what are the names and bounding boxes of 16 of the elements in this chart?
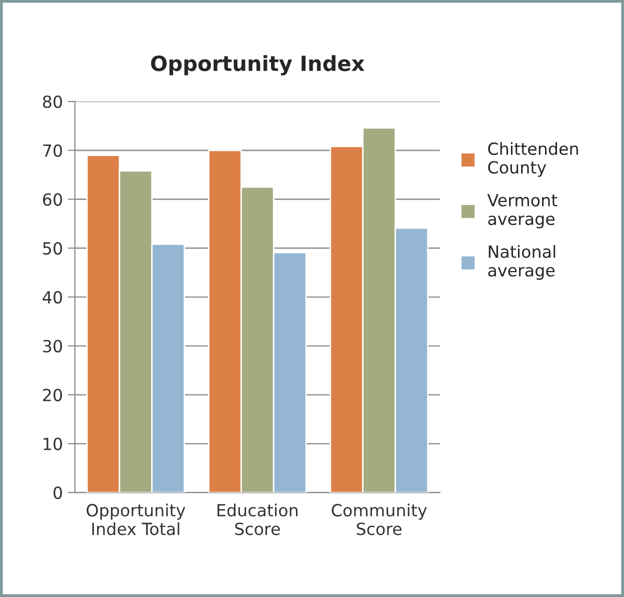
y-tick-label: 70 [43,144,62,157]
x-tick-label: Community Score [332,504,427,536]
x-tick-label: Opportunity Index Total [86,504,186,536]
y-tick-label: 50 [43,242,62,255]
legend-label: Vermont average [487,194,558,228]
legend-label: National average [488,245,556,280]
y-tick-label: 0 [54,486,62,500]
y-tick-label: 60 [43,193,62,206]
y-tick-label: 20 [43,388,62,402]
y-tick-label: 10 [44,438,62,450]
x-tick-label: Education Score [218,504,298,536]
y-tick-label: 80 [42,95,62,108]
y-tick-label: 40 [42,290,62,304]
y-tick-label: 30 [43,340,62,352]
chart-title: Opportunity Index [151,55,364,76]
legend-label: Chittenden County [488,142,578,177]
